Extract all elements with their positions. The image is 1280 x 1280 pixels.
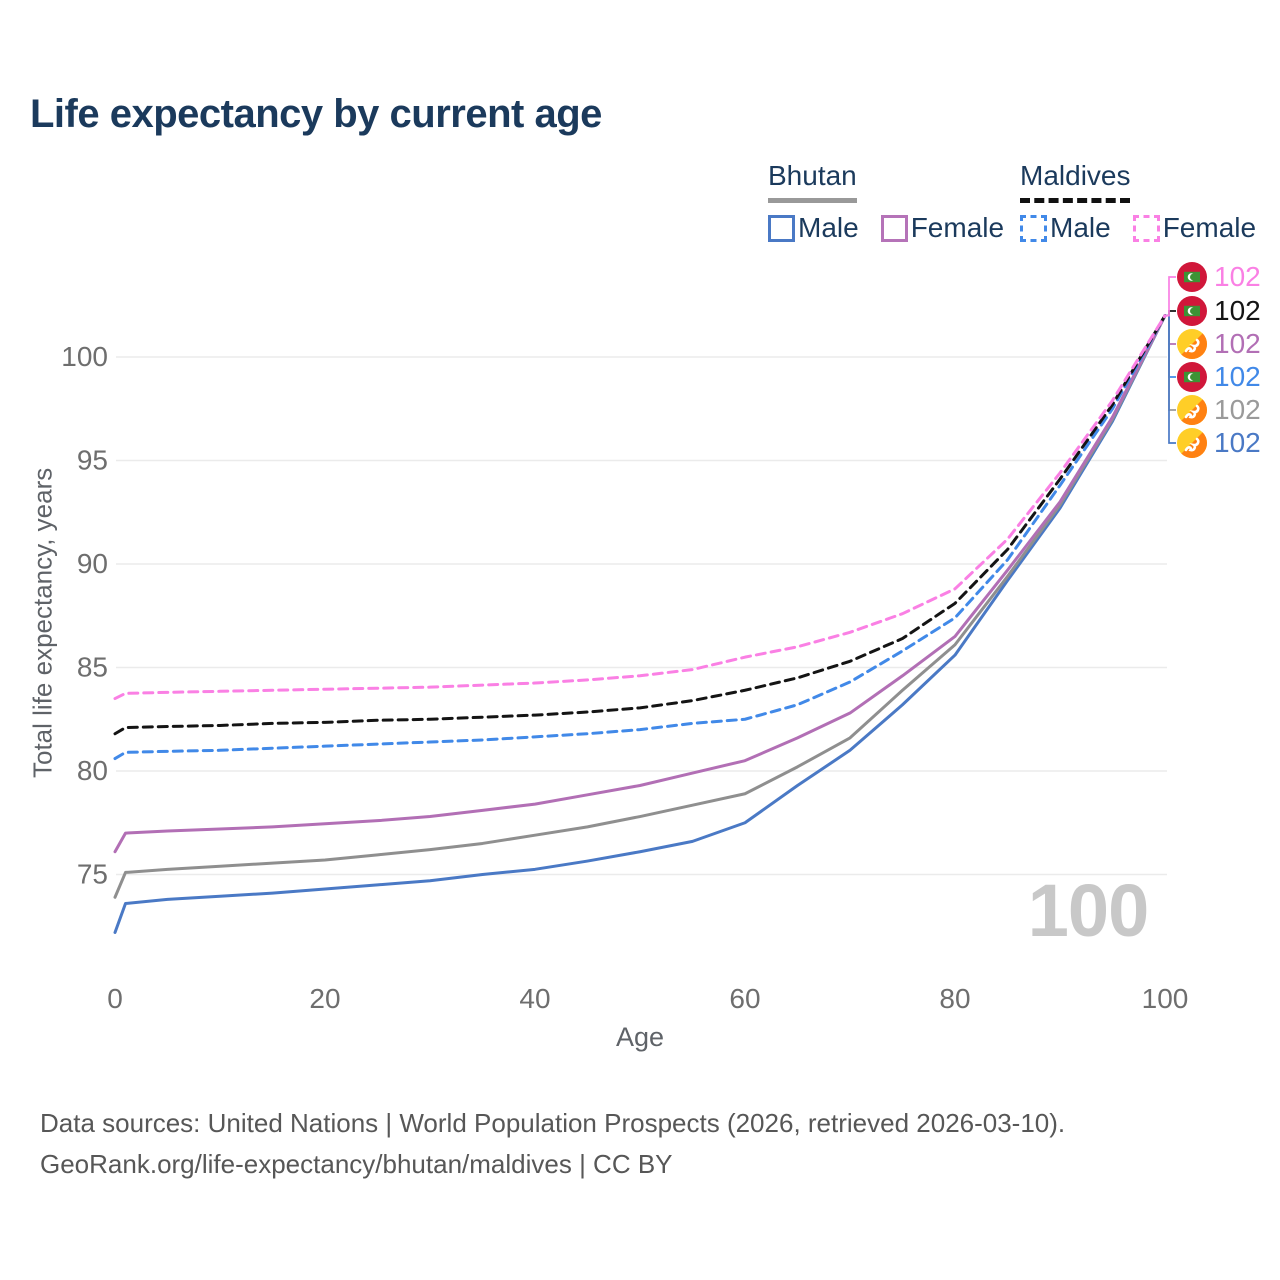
bhutan-male-swatch-icon [768, 214, 795, 242]
legend-label: Male [1050, 212, 1111, 243]
y-tick-label: 90 [77, 548, 108, 579]
legend-item-bhutan-female[interactable]: Female [880, 212, 1005, 244]
maldives-flag-icon [1177, 362, 1207, 392]
series-line-maldives-female [113, 314, 1167, 701]
y-tick-label: 95 [77, 445, 108, 476]
leader-line [1165, 314, 1176, 444]
y-axis-title: Total life expectancy, years [27, 467, 58, 779]
end-label-bhutan-female: 102 [1177, 328, 1261, 360]
end-label-maldives: 102 [1177, 295, 1261, 327]
bhutan-flag-icon [1177, 428, 1207, 458]
x-tick-label: 0 [107, 983, 123, 1014]
legend-header-maldives: Maldives [1020, 160, 1131, 203]
bhutan-flag-icon [1177, 395, 1207, 425]
end-label-maldives-female: 102 [1177, 261, 1261, 293]
bhutan-flag-icon [1177, 329, 1207, 359]
end-label-bhutan-male: 102 [1177, 427, 1261, 459]
data-sources-note: Data sources: United Nations | World Pop… [40, 1108, 1066, 1138]
maldives-flag-icon [1177, 296, 1207, 326]
end-value: 102 [1214, 261, 1261, 292]
series-line-bhutan-female [113, 314, 1167, 854]
series-line-maldives [113, 314, 1167, 736]
end-value: 102 [1214, 394, 1261, 425]
legend-label: Female [1162, 212, 1257, 243]
legend-label: Female [910, 212, 1005, 243]
x-tick-label: 60 [729, 983, 760, 1014]
page-title: Life expectancy by current age [30, 92, 602, 136]
x-tick-label: 100 [1142, 983, 1189, 1014]
attribution-link[interactable]: GeoRank.org/life-expectancy/bhutan/maldi… [40, 1149, 673, 1179]
leader-line [1165, 314, 1176, 411]
legend-item-maldives-male[interactable]: Male [1020, 212, 1111, 244]
y-tick-label: 75 [77, 859, 108, 890]
maldives-male-swatch-icon [1020, 214, 1047, 242]
y-tick-label: 100 [61, 341, 108, 372]
legend-group-bhutan: Bhutan Male Female [768, 160, 1004, 244]
hover-age-watermark: 100 [1027, 869, 1149, 952]
legend-header-bhutan: Bhutan [768, 160, 857, 203]
leader-line [1165, 314, 1176, 345]
maldives-female-swatch-icon [1132, 214, 1160, 242]
end-label-bhutan: 102 [1177, 394, 1261, 426]
end-value: 102 [1214, 328, 1261, 359]
x-tick-label: 40 [519, 983, 550, 1014]
series-line-bhutan-male [113, 314, 1167, 934]
end-value: 102 [1214, 427, 1261, 458]
bhutan-female-swatch-icon [880, 214, 908, 242]
series-line-bhutan [113, 314, 1167, 899]
leader-line [1165, 276, 1176, 317]
x-tick-label: 20 [309, 983, 340, 1014]
series-line-maldives-male [113, 314, 1167, 761]
y-tick-label: 80 [77, 755, 108, 786]
leader-line [1165, 314, 1176, 378]
legend-group-maldives: Maldives Male Female [1020, 160, 1256, 244]
end-label-maldives-male: 102 [1177, 361, 1261, 393]
y-tick-label: 85 [77, 652, 108, 683]
end-value: 102 [1214, 295, 1261, 326]
x-tick-label: 80 [939, 983, 970, 1014]
legend-item-bhutan-male[interactable]: Male [768, 212, 859, 244]
maldives-flag-icon [1177, 262, 1207, 292]
end-value: 102 [1214, 361, 1261, 392]
legend-item-maldives-female[interactable]: Female [1132, 212, 1257, 244]
legend-label: Male [798, 212, 859, 243]
x-axis-title: Age [615, 1022, 665, 1052]
